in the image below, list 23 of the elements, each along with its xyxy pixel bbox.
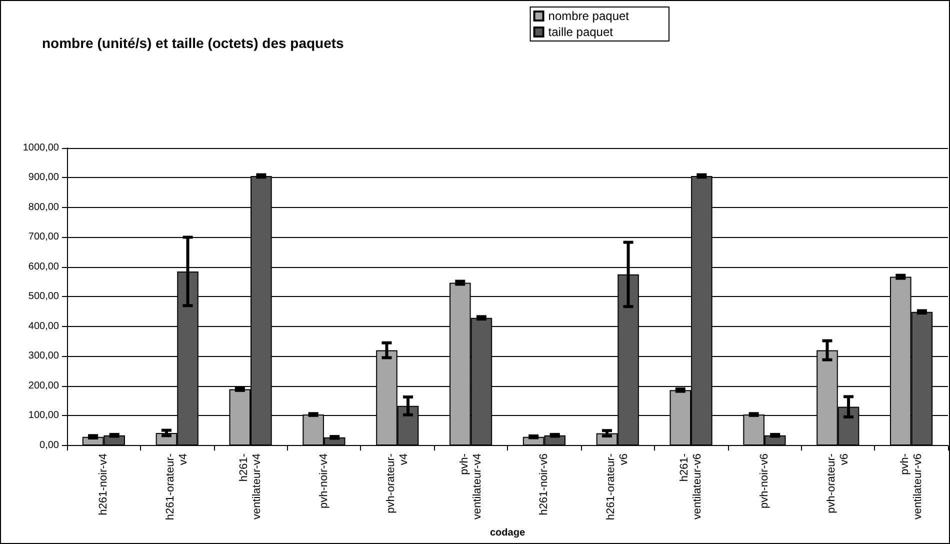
y-tick-label: 800,00 (28, 202, 60, 213)
legend-label: taille paquet (548, 25, 614, 39)
chart-title: nombre (unité/s) et taille (octets) des paquets (42, 35, 344, 51)
y-tick-label: 100,00 (28, 410, 60, 422)
y-tick-label: 300,00 (28, 350, 60, 362)
y-tick-label: 0,00 (40, 440, 60, 451)
x-tick-label: pvh-orateur-v4 (384, 453, 410, 514)
x-axis-title: codage (490, 528, 526, 538)
x-tick-label: h261-orateur-v6 (605, 453, 630, 520)
y-tick-label: 600,00 (28, 261, 60, 272)
y-tick-label: 200,00 (28, 380, 60, 392)
x-tick-label: pvh-orateur-v6 (825, 453, 850, 514)
y-tick-label: 700,00 (28, 232, 60, 243)
y-tick-label: 1000,00 (22, 142, 60, 154)
x-tick-label: h261-noir-v4 (98, 453, 110, 516)
x-tick-label: pvh-noir-v6 (758, 453, 770, 508)
legend-label: nombre paquet (548, 9, 630, 23)
x-tick-label: h261-noir-v6 (538, 453, 550, 516)
y-tick-label: 900,00 (28, 172, 60, 184)
x-tick-label: pvh-noir-v4 (318, 453, 330, 508)
y-tick-label: 500,00 (28, 291, 60, 302)
x-tick-label: h261-orateur-v4 (164, 453, 190, 520)
y-tick-label: 400,00 (28, 320, 60, 332)
